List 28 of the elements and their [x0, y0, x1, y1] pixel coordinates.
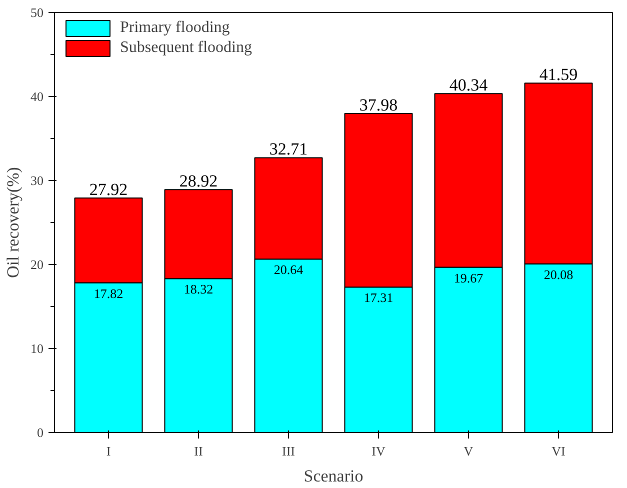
- legend-label: Primary flooding: [120, 19, 230, 37]
- data-label: 20.08: [544, 266, 574, 282]
- x-tick-label: III: [282, 444, 296, 458]
- total-label: 27.92: [89, 180, 128, 199]
- data-label: 19.67: [454, 270, 484, 286]
- x-tick-label: II: [194, 444, 203, 458]
- y-tick-label: 50: [30, 5, 44, 20]
- legend-label: Subsequent flooding: [120, 39, 252, 57]
- total-label: 41.59: [539, 65, 578, 84]
- y-axis-title: Oil recovery(%): [4, 167, 22, 278]
- y-tick-label: 40: [30, 89, 44, 104]
- total-label: 28.92: [179, 172, 218, 191]
- total-label: 32.71: [269, 140, 308, 159]
- total-label: 37.98: [359, 95, 398, 114]
- x-tick-label: V: [464, 444, 474, 458]
- data-label: 18.32: [184, 282, 214, 297]
- y-tick-label: 0: [37, 425, 44, 440]
- data-label: 17.31: [364, 290, 394, 306]
- x-axis-title: Scenario: [304, 466, 364, 486]
- data-label: 20.64: [274, 262, 304, 278]
- total-label: 40.34: [449, 76, 488, 95]
- y-tick-label: 10: [30, 341, 44, 356]
- x-tick-label: I: [106, 444, 111, 458]
- y-tick-label: 30: [30, 173, 44, 188]
- data-label: 17.82: [94, 286, 124, 301]
- y-tick-label: 20: [30, 257, 44, 272]
- x-tick-label: VI: [552, 444, 566, 458]
- x-tick-label: IV: [372, 444, 386, 458]
